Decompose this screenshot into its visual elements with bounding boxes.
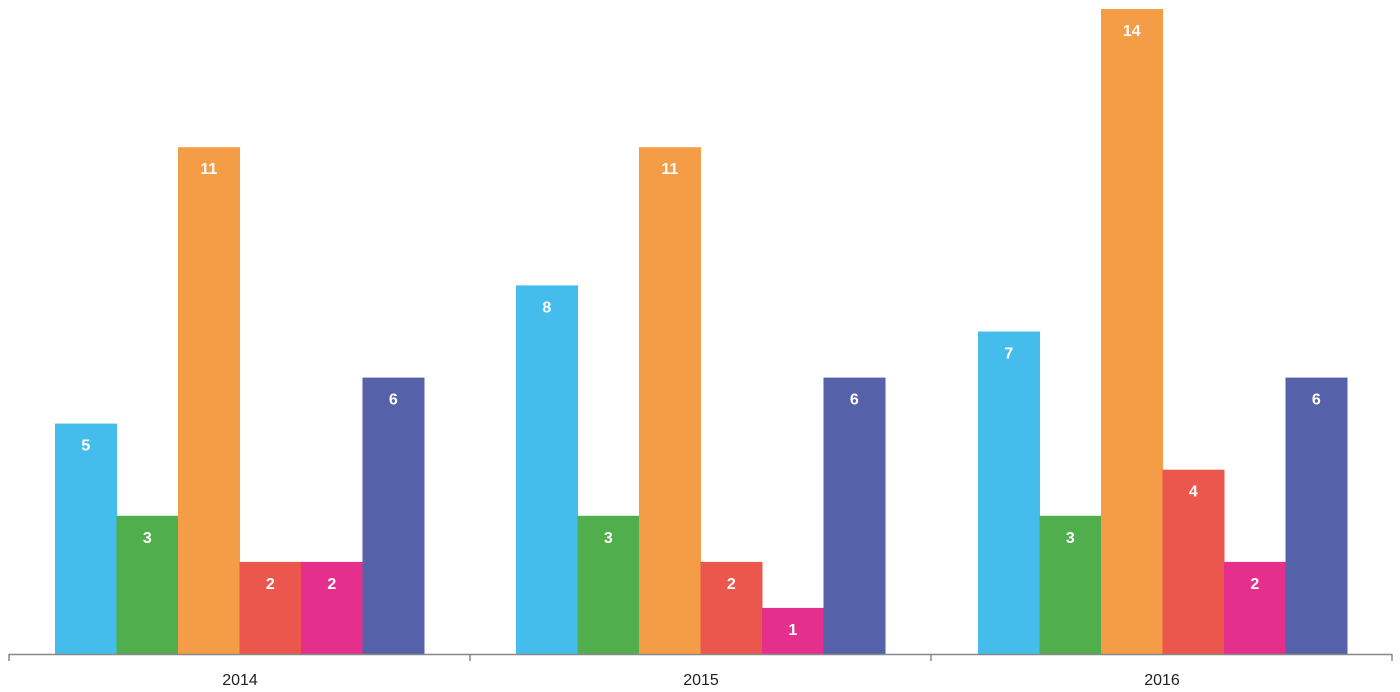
bar-2016-series-3	[1101, 9, 1163, 654]
bar-2015-series-1	[516, 285, 578, 654]
bar-2014-series-3	[178, 147, 240, 654]
bar-2014-series-2	[116, 515, 179, 654]
x-tick-label-2015: 2015	[683, 672, 719, 689]
data-label-2016-series-6: 6	[1312, 392, 1321, 409]
data-label-2014-series-5: 2	[327, 576, 336, 593]
data-label-2016-series-3: 14	[1123, 23, 1141, 40]
data-label-2016-series-2: 3	[1066, 530, 1075, 547]
data-label-2014-series-3: 11	[200, 161, 217, 178]
bar-2015-series-6	[823, 377, 886, 654]
bar-2014-series-4	[239, 561, 302, 654]
data-label-2014-series-2: 3	[143, 530, 152, 547]
bar-2016-series-2	[1039, 515, 1102, 654]
data-label-2015-series-1: 8	[542, 299, 551, 316]
data-label-2015-series-3: 11	[661, 161, 678, 178]
bar-2014-series-6	[362, 377, 425, 654]
data-label-2014-series-4: 2	[266, 576, 275, 593]
data-label-2016-series-4: 4	[1189, 484, 1198, 501]
x-axis-tick-labels: 2014 2015 2016	[222, 672, 1180, 689]
bar-2014-series-1	[55, 423, 117, 654]
x-axis-ticks	[8, 654, 1393, 661]
data-label-2016-series-5: 2	[1250, 576, 1259, 593]
data-label-2015-series-5: 1	[788, 622, 797, 639]
bar-2015-series-5	[762, 607, 824, 654]
bar-2016-series-1	[978, 331, 1040, 654]
data-label-2014-series-6: 6	[389, 392, 398, 409]
data-label-2016-series-1: 7	[1004, 346, 1013, 363]
data-label-2014-series-1: 5	[81, 438, 90, 455]
data-label-2015-series-2: 3	[604, 530, 613, 547]
data-labels-group: 5 3 11 2 2 6 8 3 11 2 1 6 7 3 14 4 2 6	[81, 23, 1321, 639]
bar-2015-series-3	[639, 147, 701, 654]
bars-group	[55, 9, 1348, 654]
bar-2016-series-6	[1285, 377, 1348, 654]
bar-2016-series-4	[1162, 469, 1225, 654]
data-label-2015-series-4: 2	[727, 576, 736, 593]
x-tick-label-2014: 2014	[222, 672, 258, 689]
bar-2014-series-5	[301, 561, 363, 654]
bar-2015-series-4	[700, 561, 763, 654]
bar-2015-series-2	[577, 515, 640, 654]
x-tick-label-2016: 2016	[1144, 672, 1180, 689]
bar-2016-series-5	[1224, 561, 1286, 654]
data-label-2015-series-6: 6	[850, 392, 859, 409]
